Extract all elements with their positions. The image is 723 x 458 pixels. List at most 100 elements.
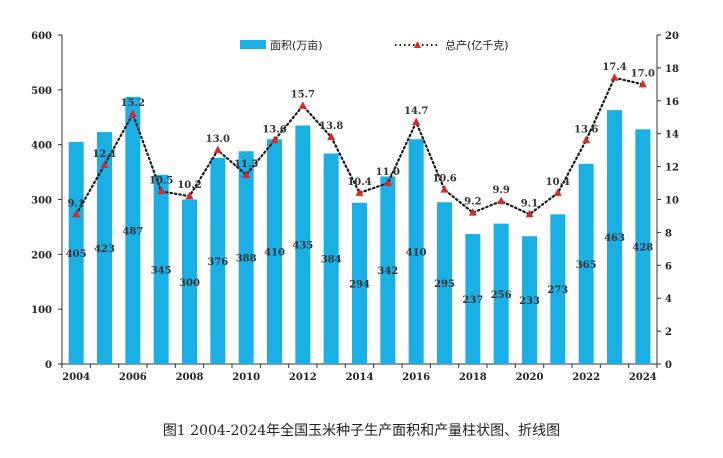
bar-value-label: 435 — [292, 241, 313, 252]
left-tick-label: 100 — [31, 305, 52, 316]
bar-value-label: 405 — [66, 249, 87, 260]
line-point-marker — [525, 209, 534, 218]
bar-value-label: 256 — [491, 290, 512, 301]
line-value-label: 15.7 — [291, 90, 315, 101]
line-value-label: 10.4 — [347, 177, 371, 188]
line-value-label: 10.6 — [432, 174, 456, 185]
line-value-label: 9.1 — [521, 198, 538, 209]
x-tick-label: 2014 — [346, 372, 374, 383]
bar — [578, 163, 594, 364]
bar-value-label: 295 — [434, 279, 455, 290]
bar-value-label: 233 — [519, 296, 540, 307]
bar — [352, 202, 367, 364]
line-point-marker — [242, 170, 251, 178]
bar — [607, 110, 622, 364]
left-tick-label: 600 — [31, 31, 52, 42]
line-value-label: 17.4 — [602, 62, 626, 73]
bar-value-label: 237 — [462, 295, 483, 306]
right-tick-label: 10 — [665, 196, 679, 207]
line-point-marker — [468, 208, 477, 216]
left-tick-label: 400 — [31, 141, 52, 152]
line-point-marker — [128, 109, 137, 117]
x-tick-label: 2020 — [516, 372, 544, 383]
line-series: 9.1 12.1 15.2 10.5 10.2 13.0 11.5 13.6 15.7 13.8 1… — [67, 62, 655, 218]
right-tick-label: 18 — [665, 64, 679, 75]
line-point-marker — [383, 178, 392, 187]
line-point-marker — [610, 73, 619, 81]
right-tick-label: 16 — [665, 97, 679, 108]
legend-line-label: 总产(亿千克) — [445, 38, 509, 52]
line-point-marker — [72, 209, 81, 218]
line-point-marker — [270, 135, 279, 144]
line-value-label: 9.2 — [464, 197, 481, 208]
bar — [153, 174, 169, 364]
line-value-label: 12.1 — [92, 149, 116, 160]
legend-bar-label: 面积(万亩) — [270, 38, 323, 52]
bar-value-label: 410 — [264, 248, 285, 259]
bar-value-label: 342 — [377, 266, 398, 277]
left-tick-label: 300 — [31, 196, 52, 207]
bar — [97, 132, 112, 364]
line-value-label: 11.0 — [376, 167, 400, 178]
line-point-marker — [327, 132, 336, 140]
line-value-label: 13.8 — [319, 121, 343, 132]
line-point-marker — [185, 191, 194, 200]
line-value-label: 13.6 — [262, 124, 286, 135]
line-value-label: 15.2 — [121, 98, 145, 109]
x-tick-label: 2006 — [119, 372, 147, 383]
bar-value-label: 428 — [632, 243, 653, 254]
right-tick-label: 14 — [665, 130, 679, 141]
bar — [465, 234, 481, 364]
bar — [267, 139, 282, 364]
bar-value-label: 423 — [94, 244, 115, 255]
legend-bar-swatch — [240, 40, 266, 49]
line-point-marker — [213, 145, 222, 154]
x-tick-label: 2012 — [289, 372, 317, 383]
x-tick-label: 2016 — [402, 372, 430, 383]
right-tick-label: 4 — [665, 294, 672, 305]
bar — [635, 129, 651, 364]
right-tick-label: 6 — [665, 261, 672, 272]
bar-value-label: 410 — [406, 248, 427, 259]
line-point-marker — [157, 186, 166, 195]
bar — [493, 223, 509, 364]
bar — [68, 141, 84, 364]
x-tick-label: 2004 — [62, 372, 90, 383]
bar-value-label: 273 — [547, 285, 568, 296]
bar-value-label: 345 — [151, 265, 172, 276]
right-tick-label: 2 — [665, 327, 672, 338]
line-point-marker — [638, 79, 647, 88]
line-point-marker — [298, 101, 307, 109]
left-tick-label: 500 — [31, 86, 52, 97]
bar — [238, 151, 254, 364]
bar-value-label: 463 — [604, 233, 625, 244]
bar — [323, 153, 339, 364]
line-point-marker — [553, 188, 562, 196]
line-point-marker — [497, 196, 506, 205]
line-point-marker — [100, 160, 109, 168]
bar — [522, 236, 537, 364]
bar-value-label: 365 — [576, 260, 597, 271]
bar — [125, 96, 141, 364]
line-value-label: 11.5 — [234, 159, 258, 170]
x-tick-label: 2022 — [572, 372, 600, 383]
bar — [550, 214, 566, 364]
left-tick-label: 200 — [31, 250, 52, 261]
bar-value-label: 376 — [207, 257, 228, 268]
bar-series: 405 423 487 345 300 376 388 410 435 384 294 342 410 2… — [66, 96, 653, 364]
bar — [408, 139, 424, 364]
bar-value-label: 388 — [236, 254, 257, 265]
bar-value-label: 487 — [122, 226, 143, 237]
x-tick-label: 2024 — [629, 372, 657, 383]
line-point-marker — [440, 185, 449, 193]
line-point-marker — [582, 135, 591, 144]
bar — [437, 202, 452, 364]
line-value-label: 10.5 — [149, 175, 173, 186]
line-value-label: 9.9 — [492, 185, 509, 196]
x-tick-label: 2018 — [459, 372, 487, 383]
right-tick-label: 12 — [665, 163, 679, 174]
right-tick-label: 8 — [665, 228, 672, 239]
legend-line-marker — [414, 41, 421, 48]
left-tick-label: 0 — [45, 360, 52, 371]
right-tick-label: 0 — [665, 360, 672, 371]
